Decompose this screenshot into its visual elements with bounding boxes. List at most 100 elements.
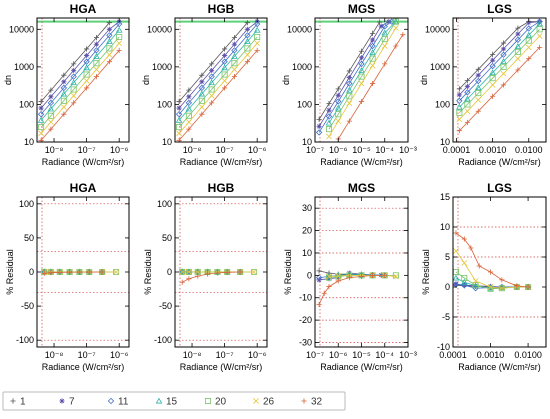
x-tick-label: 10⁻⁸ <box>183 350 202 360</box>
data-point-7 <box>457 92 462 97</box>
y-axis-label: % Residual <box>143 249 153 295</box>
panel-title: MGS <box>348 2 375 16</box>
x-axis-label: Radiance (W/cm²/sr) <box>180 362 263 372</box>
y-tick-label: 1000 <box>152 62 172 72</box>
data-point-1 <box>370 31 375 36</box>
y-tick-label: 0 <box>29 267 34 277</box>
data-point-32 <box>400 32 405 37</box>
data-point-1 <box>347 68 352 73</box>
series-line-32 <box>338 35 403 139</box>
plot-frame <box>175 18 267 142</box>
y-tick-label: -100 <box>154 335 172 345</box>
y-tick-label: 100 <box>157 99 172 109</box>
x-axis-label: Radiance (W/cm²/sr) <box>320 362 403 372</box>
y-axis-label: dn <box>3 75 13 85</box>
x-axis-label: Radiance (W/cm²/sr) <box>458 362 541 372</box>
data-point-26 <box>490 82 495 87</box>
y-tick-label: 10 <box>440 137 450 147</box>
legend-marker-7 <box>59 398 64 403</box>
data-point-26 <box>209 93 214 98</box>
data-point-7 <box>38 105 43 110</box>
data-point-32 <box>393 43 398 48</box>
y-tick-label: -10 <box>437 342 450 352</box>
y-tick-label: -50 <box>21 301 34 311</box>
data-point-7 <box>107 27 112 32</box>
data-point-26 <box>48 119 53 124</box>
y-axis-label: % Residual <box>5 249 15 295</box>
y-axis-label: dn <box>281 75 291 85</box>
data-point-26 <box>465 109 470 114</box>
y-tick-label: 50 <box>24 233 34 243</box>
y-tick-label: 0 <box>445 282 450 292</box>
y-tick-label: 1000 <box>292 62 312 72</box>
y-tick-label: 30 <box>302 203 312 213</box>
data-point-7 <box>232 42 237 47</box>
y-tick-label: 100 <box>435 99 450 109</box>
data-point-26 <box>515 56 520 61</box>
x-axis-label: Radiance (W/cm²/sr) <box>42 157 125 167</box>
y-tick-label: -10 <box>299 293 312 303</box>
data-point-7 <box>176 105 181 110</box>
data-point-7 <box>326 108 331 113</box>
legend-label: 7 <box>69 397 75 408</box>
data-point-32 <box>499 277 504 282</box>
y-tick-label: 10000 <box>425 24 450 34</box>
data-point-32 <box>186 276 191 281</box>
y-tick-label: 10 <box>162 137 172 147</box>
data-point-32 <box>477 263 482 268</box>
panel-title: HGB <box>208 2 235 16</box>
y-axis-label: dn <box>141 75 151 85</box>
data-point-26 <box>38 131 43 136</box>
data-point-26 <box>232 67 237 72</box>
legend-label: 20 <box>215 397 227 408</box>
data-point-26 <box>186 119 191 124</box>
plot-frame <box>453 197 546 347</box>
x-axis-label: Radiance (W/cm²/sr) <box>458 157 541 167</box>
data-point-26 <box>382 43 387 48</box>
panel-title: HGB <box>208 181 235 195</box>
y-tick-label: 10000 <box>287 24 312 34</box>
data-point-26 <box>61 104 66 109</box>
series-line-11 <box>179 24 257 114</box>
panel-title: HGA <box>70 2 97 16</box>
data-point-32 <box>382 61 387 66</box>
y-tick-label: 100 <box>157 199 172 209</box>
x-tick-label: 0.0010 <box>477 350 505 360</box>
data-point-1 <box>359 49 364 54</box>
x-axis-label: Radiance (W/cm²/sr) <box>180 157 263 167</box>
data-point-26 <box>457 117 462 122</box>
series-line-20 <box>41 37 119 127</box>
x-tick-label: 10⁻³ <box>399 145 417 155</box>
data-point-7 <box>501 46 506 51</box>
x-tick-label: 10⁻⁴ <box>375 145 394 155</box>
x-tick-label: 0.0010 <box>479 145 507 155</box>
data-point-7 <box>84 53 89 58</box>
x-tick-label: 10⁻⁶ <box>110 145 129 155</box>
series-line-7 <box>459 22 539 95</box>
data-point-26 <box>526 45 531 50</box>
data-point-32 <box>359 99 364 104</box>
x-tick-label: 10⁻⁸ <box>45 350 64 360</box>
y-tick-label: 0 <box>307 270 312 280</box>
data-point-15 <box>117 28 122 33</box>
data-point-7 <box>359 55 364 60</box>
y-tick-label: -50 <box>159 301 172 311</box>
legend-label: 11 <box>118 397 129 408</box>
data-point-7 <box>94 42 99 47</box>
plot-frame <box>37 18 129 142</box>
y-tick-label: 0 <box>167 267 172 277</box>
y-tick-label: -5 <box>442 312 450 322</box>
series-line-11 <box>41 24 119 114</box>
data-point-32 <box>316 302 321 307</box>
data-point-26 <box>176 131 181 136</box>
y-tick-label: 10 <box>302 248 312 258</box>
data-point-32 <box>180 280 185 285</box>
